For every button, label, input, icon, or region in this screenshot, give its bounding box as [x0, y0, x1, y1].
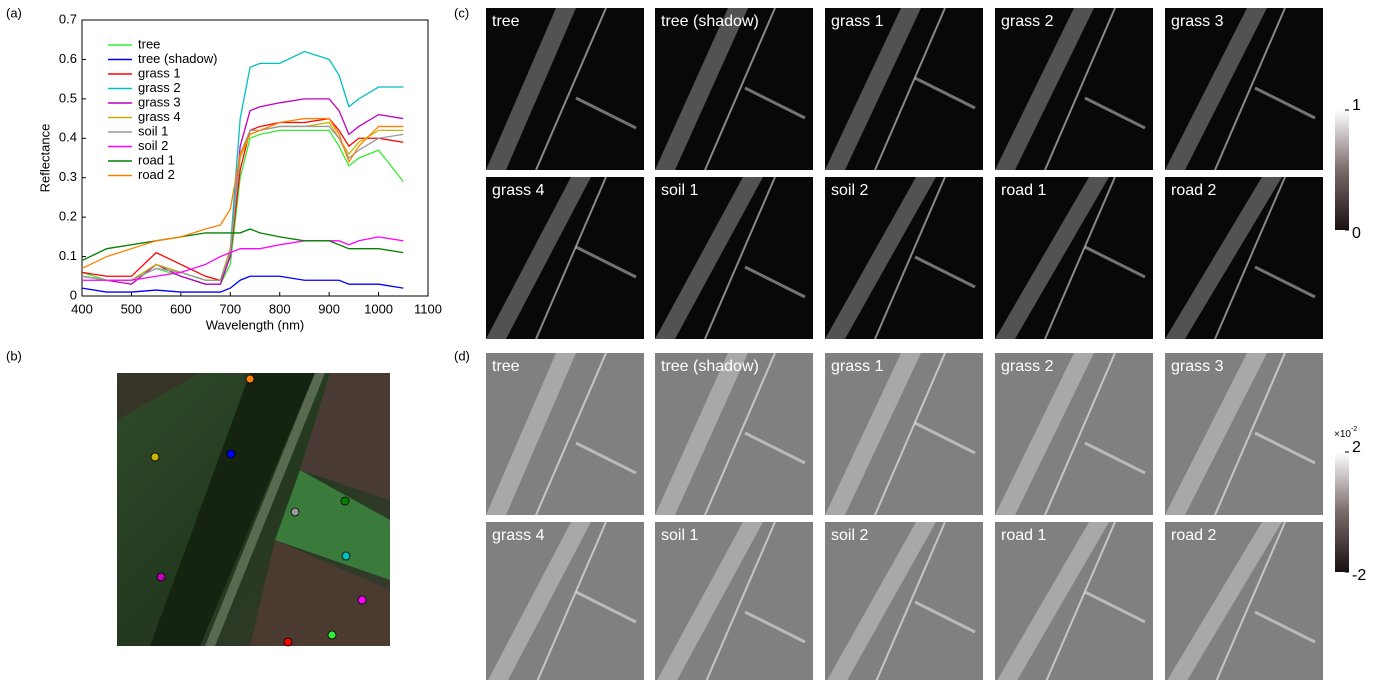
tile-label: grass 3	[1171, 13, 1224, 30]
y-tick-label: 0	[70, 287, 77, 302]
tile-label: grass 3	[1171, 358, 1224, 375]
y-tick-label: 0.5	[59, 90, 77, 105]
data-line	[82, 119, 403, 281]
x-tick-label: 700	[219, 301, 241, 316]
figure: (a) (b) (c) (d) Wavelength (nm) Reflecta…	[0, 0, 1380, 680]
x-tick-label: 400	[71, 301, 93, 316]
tile-label: grass 4	[492, 527, 545, 544]
tile-label: tree (shadow)	[661, 358, 759, 375]
map-tile: tree	[486, 8, 644, 170]
tile-label: road 1	[1001, 182, 1046, 199]
map-tile: soil 2	[825, 522, 983, 680]
y-tick-label: 0.1	[59, 248, 77, 263]
tile-label: road 1	[1001, 527, 1046, 544]
sample-point	[157, 573, 165, 581]
map-tile: tree (shadow)	[655, 8, 813, 170]
tile-label: road 2	[1171, 182, 1216, 199]
panel-label: (d)	[454, 348, 470, 363]
scale-exponent: -2	[1351, 426, 1357, 433]
map-tile: grass 4	[486, 522, 644, 680]
legend-label: road 2	[138, 167, 175, 182]
map-tile: grass 3	[1165, 353, 1323, 515]
map-tile: soil 2	[825, 177, 983, 339]
legend-label: tree (shadow)	[138, 51, 217, 66]
colorbar-scale: ×10-2	[1334, 426, 1357, 440]
panel-label: (c)	[454, 5, 469, 20]
map-tile: road 2	[1165, 522, 1323, 680]
tile-label: road 2	[1171, 527, 1216, 544]
legend-label: grass 2	[138, 80, 181, 95]
map-tile: grass 3	[1165, 8, 1323, 170]
y-tick-label: 0.6	[59, 51, 77, 66]
y-tick-label: 0.4	[59, 130, 77, 145]
map-tile: tree	[486, 353, 644, 515]
x-tick-label: 1000	[364, 301, 393, 316]
legend-label: tree	[138, 36, 160, 51]
data-line	[82, 229, 403, 261]
x-axis-label: Wavelength (nm)	[206, 317, 305, 332]
map-tile: grass 2	[995, 353, 1153, 515]
sample-point	[358, 596, 366, 604]
sample-point	[291, 508, 299, 516]
tile-label: grass 1	[831, 358, 884, 375]
tile-label: grass 2	[1001, 358, 1054, 375]
colorbar-label: 0	[1352, 225, 1361, 242]
plot-frame	[82, 20, 428, 296]
sample-point	[284, 638, 292, 646]
x-tick-label: 1100	[414, 301, 442, 316]
x-tick-label: 500	[121, 301, 143, 316]
legend-label: grass 3	[138, 94, 181, 109]
tile-label: soil 1	[661, 182, 698, 199]
y-tick-label: 0.2	[59, 209, 77, 224]
x-tick-label: 900	[318, 301, 340, 316]
map-tile: grass 1	[825, 8, 983, 170]
legend-label: soil 2	[138, 138, 168, 153]
legend-label: grass 1	[138, 65, 181, 80]
aerial-image	[117, 373, 390, 646]
scale-base: ×10	[1334, 429, 1351, 440]
map-tile: grass 2	[995, 8, 1153, 170]
map-tile: road 2	[1165, 177, 1323, 339]
y-tick-label: 0.7	[59, 11, 77, 26]
map-tile: soil 1	[655, 522, 813, 680]
panel-label: (b)	[6, 348, 22, 363]
map-tile: grass 1	[825, 353, 983, 515]
colorbar	[1335, 452, 1349, 572]
panel-label: (a)	[6, 5, 22, 20]
x-tick-label: 600	[170, 301, 192, 316]
map-tile: grass 4	[486, 177, 644, 339]
colorbar-label: -2	[1352, 567, 1366, 584]
data-line	[82, 237, 403, 280]
tile-label: tree	[492, 13, 520, 30]
sample-point	[342, 552, 350, 560]
data-line	[82, 99, 403, 284]
map-tile: road 1	[995, 177, 1153, 339]
x-tick-label: 800	[269, 301, 291, 316]
sample-point	[328, 631, 336, 639]
sample-point	[341, 497, 349, 505]
legend-label: grass 4	[138, 109, 181, 124]
tile-label: soil 2	[831, 527, 868, 544]
y-tick-label: 0.3	[59, 169, 77, 184]
colorbar	[1335, 110, 1349, 230]
sample-point	[246, 375, 254, 383]
tile-label: tree (shadow)	[661, 13, 759, 30]
tile-label: grass 4	[492, 182, 545, 199]
legend-label: soil 1	[138, 123, 168, 138]
colorbar-label: 2	[1352, 439, 1361, 456]
tile-label: grass 2	[1001, 13, 1054, 30]
map-tile: road 1	[995, 522, 1153, 680]
tile-label: grass 1	[831, 13, 884, 30]
tile-label: soil 2	[831, 182, 868, 199]
sample-point	[227, 450, 235, 458]
tile-label: tree	[492, 358, 520, 375]
map-tile: tree (shadow)	[655, 353, 813, 515]
sample-point	[151, 453, 159, 461]
y-axis-label: Reflectance	[37, 124, 52, 193]
colorbar-label: 1	[1352, 97, 1361, 114]
tile-label: soil 1	[661, 527, 698, 544]
map-tile: soil 1	[655, 177, 813, 339]
legend-label: road 1	[138, 152, 175, 167]
